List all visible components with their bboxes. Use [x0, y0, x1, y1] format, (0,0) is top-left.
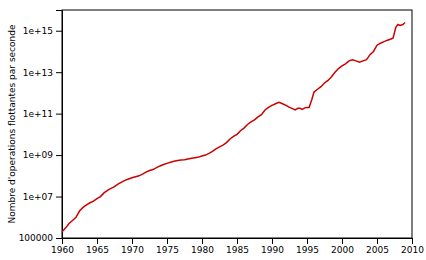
tick: 1e+11: [23, 109, 62, 119]
tick-label: 1965: [86, 245, 109, 255]
plot-frame: [62, 10, 412, 238]
axis-line: [63, 239, 413, 245]
tick-mark: [167, 238, 168, 244]
tick: 2005: [366, 238, 389, 255]
tick-mark: [56, 238, 62, 239]
tick-mark: [56, 72, 62, 73]
tick-mark: [56, 114, 62, 115]
tick-label: 1990: [261, 245, 284, 255]
tick: 1970: [121, 238, 144, 255]
tick: 1965: [86, 238, 109, 255]
chart: 1960 1965 1970 1975 1980 1985 1990 1995 2000 2005…: [0, 0, 426, 260]
tick: 1980: [191, 238, 214, 255]
tick: 1960: [51, 238, 74, 255]
marks: [62, 22, 405, 231]
tick-label: 1e+15: [23, 26, 53, 36]
tick-label: 2005: [366, 245, 389, 255]
tick-mark: [132, 238, 133, 244]
tick: 1e+13: [23, 68, 62, 78]
tick-mark: [342, 238, 343, 244]
tick-mark: [97, 238, 98, 244]
tick-mark: [272, 238, 273, 244]
tick-label: 1985: [226, 245, 249, 255]
tick: 1e+15: [23, 26, 62, 36]
tick-label: 1995: [296, 245, 319, 255]
tick-label: 1e+07: [23, 192, 53, 202]
tick-label: 1980: [191, 245, 214, 255]
tick: 1e+07: [23, 192, 62, 202]
tick: 1e+09: [23, 150, 62, 160]
tick-label: 1e+11: [23, 109, 53, 119]
tick-mark: [307, 238, 308, 244]
tick-label: 1960: [51, 245, 74, 255]
tick-mark: [56, 197, 62, 198]
tick-label: 100000: [19, 233, 54, 243]
tick: 1985: [226, 238, 249, 255]
tick: 1975: [156, 238, 179, 255]
tick-label: 1975: [156, 245, 179, 255]
tick-label: 1970: [121, 245, 144, 255]
tick-mark: [237, 238, 238, 244]
tick: 1990: [261, 238, 284, 255]
tick: 100000: [19, 233, 62, 243]
plot: 1960 1965 1970 1975 1980 1985 1990 1995 2000 2005…: [19, 10, 425, 255]
tick-mark: [56, 31, 62, 32]
tick: 1995: [296, 238, 319, 255]
tick-label: 2000: [331, 245, 354, 255]
tick: 2010: [401, 238, 424, 255]
line: [62, 22, 405, 231]
tick: 2000: [331, 238, 354, 255]
tick-label: 2010: [401, 245, 424, 255]
y-axis-title: Nombre d'operations flottantes par secon…: [7, 24, 17, 224]
y-axis: 100000 1e+07 1e+09 1e+11 1e+13 1e+15: [19, 11, 63, 244]
tick-mark: [412, 238, 413, 244]
tick-label: 1e+13: [23, 68, 53, 78]
tick-label: 1e+09: [23, 150, 54, 160]
tick-mark: [56, 155, 62, 156]
x-axis: 1960 1965 1970 1975 1980 1985 1990 1995 2000 2005…: [51, 238, 424, 255]
tick-mark: [377, 238, 378, 244]
tick-mark: [202, 238, 203, 244]
